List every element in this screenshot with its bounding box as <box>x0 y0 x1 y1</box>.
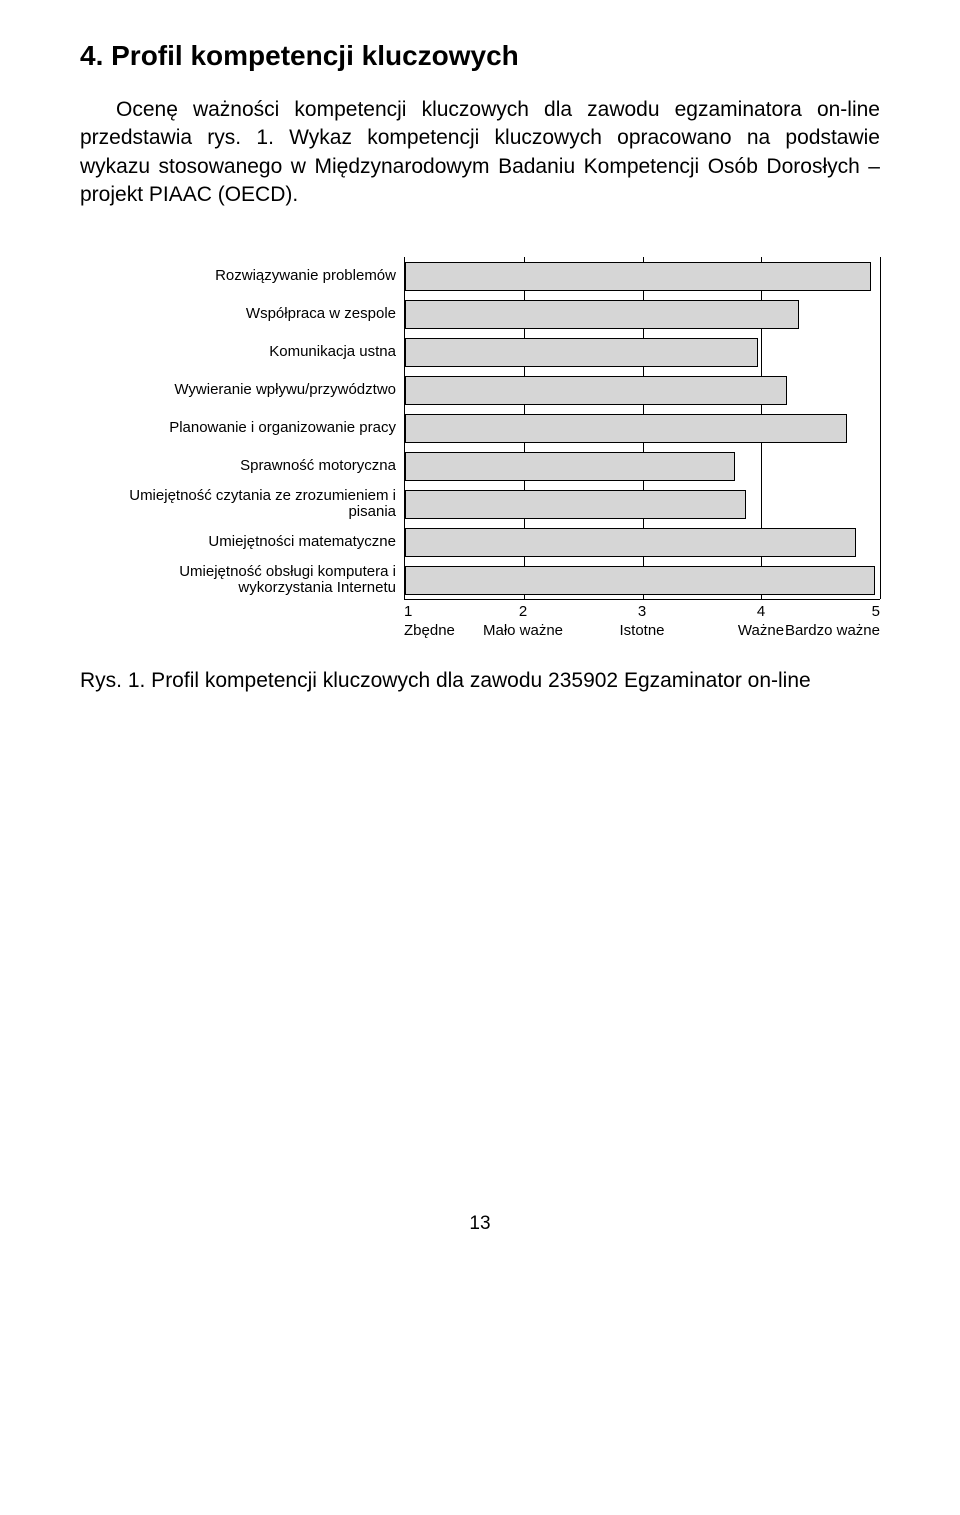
chart-plot-cell <box>404 447 880 485</box>
chart-plot-cell <box>404 371 880 409</box>
chart-bar-label: Sprawność motoryczna <box>84 447 404 485</box>
competency-chart: Rozwiązywanie problemówWspółpraca w zesp… <box>80 257 880 649</box>
chart-x-tick: 3Istotne <box>619 603 664 641</box>
chart-row: Sprawność motoryczna <box>84 447 880 485</box>
figure-caption: Rys. 1. Profil kompetencji kluczowych dl… <box>80 669 880 693</box>
chart-bar <box>405 452 735 482</box>
chart-row: Komunikacja ustna <box>84 333 880 371</box>
chart-x-axis: 1Zbędne 2Mało ważne 3Istotne 4Ważne5Bardzo … <box>404 599 880 649</box>
chart-row: Planowanie i organizowanie pracy <box>84 409 880 447</box>
chart-x-tick: 1Zbędne <box>404 603 455 641</box>
chart-x-tick: 4Ważne <box>738 603 784 641</box>
chart-bar <box>405 338 758 368</box>
chart-x-tick: 2Mało ważne <box>483 603 563 641</box>
chart-plot-cell <box>404 485 880 523</box>
section-heading: 4. Profil kompetencji kluczowych <box>80 40 880 72</box>
chart-bar-label: Rozwiązywanie problemów <box>84 257 404 295</box>
chart-row: Umiejętności matematyczne <box>84 523 880 561</box>
chart-bar-label: Umiejętności matematyczne <box>84 523 404 561</box>
chart-bar <box>405 566 875 596</box>
intro-paragraph: Ocenę ważności kompetencji kluczowych dl… <box>80 96 880 209</box>
chart-row: Wywieranie wpływu/przywództwo <box>84 371 880 409</box>
page-number: 13 <box>80 1213 880 1235</box>
chart-bar-label: Współpraca w zespole <box>84 295 404 333</box>
chart-row: Współpraca w zespole <box>84 295 880 333</box>
chart-bar-label: Umiejętność obsługi komputera i wykorzys… <box>84 561 404 599</box>
chart-row: Umiejętność czytania ze zrozumieniem i p… <box>84 485 880 523</box>
chart-bar-label: Wywieranie wpływu/przywództwo <box>84 371 404 409</box>
chart-bar-label: Planowanie i organizowanie pracy <box>84 409 404 447</box>
chart-bar <box>405 414 847 444</box>
chart-plot-cell <box>404 333 880 371</box>
chart-bar <box>405 490 746 520</box>
chart-row: Umiejętność obsługi komputera i wykorzys… <box>84 561 880 599</box>
chart-bar-label: Umiejętność czytania ze zrozumieniem i p… <box>84 485 404 523</box>
chart-plot-cell <box>404 523 880 561</box>
chart-bar <box>405 262 871 292</box>
chart-x-tick: 5Bardzo ważne <box>785 603 880 641</box>
chart-bar-label: Komunikacja ustna <box>84 333 404 371</box>
chart-plot-cell <box>404 257 880 295</box>
chart-bar <box>405 376 787 406</box>
chart-row: Rozwiązywanie problemów <box>84 257 880 295</box>
chart-bar <box>405 300 799 330</box>
chart-bar <box>405 528 856 558</box>
chart-plot-cell <box>404 561 880 599</box>
chart-plot-cell <box>404 295 880 333</box>
chart-plot-cell <box>404 409 880 447</box>
